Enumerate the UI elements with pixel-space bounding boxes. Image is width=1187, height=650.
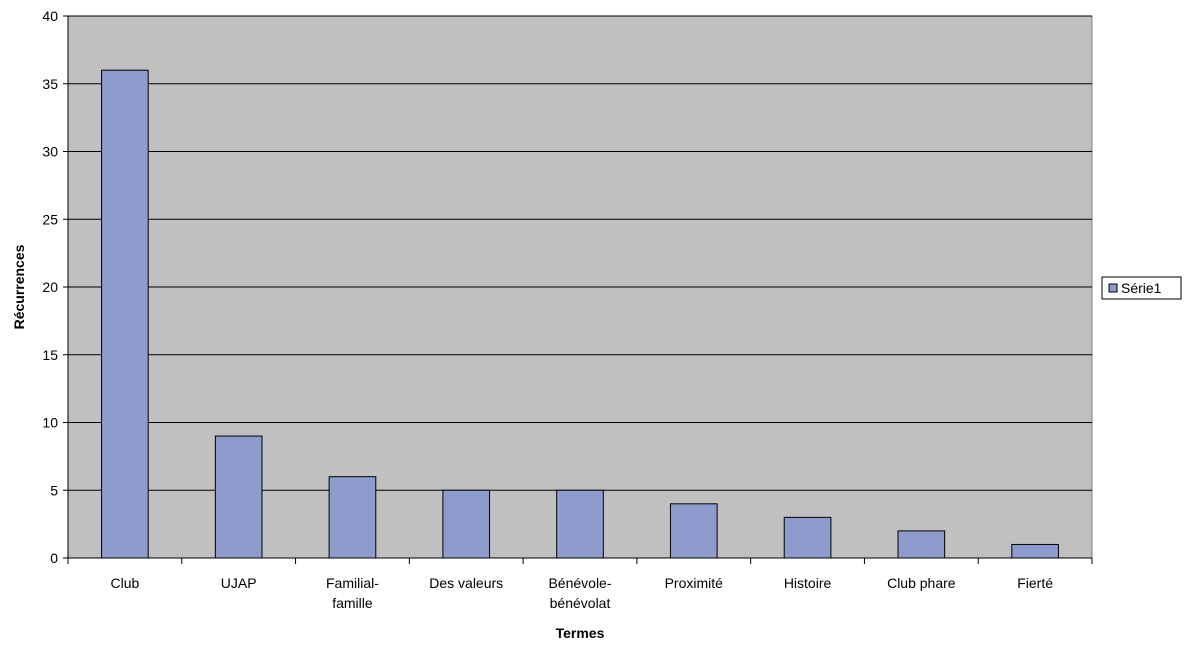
bars: [101, 69, 1059, 559]
x-tick-label: Club: [110, 575, 139, 591]
x-tick-label: Familial-: [326, 575, 379, 591]
bar: [101, 69, 149, 559]
y-tick-label: 10: [42, 415, 58, 431]
x-tick-label: Fierté: [1017, 575, 1053, 591]
y-tick-label: 20: [42, 279, 58, 295]
axes: [63, 15, 1093, 564]
bar: [328, 476, 377, 559]
x-tick-label: Des valeurs: [429, 575, 503, 591]
bar: [442, 489, 491, 559]
x-tick-label: Club phare: [887, 575, 956, 591]
legend-box: [1101, 276, 1182, 300]
bar: [214, 435, 263, 559]
x-tick-label: Proximité: [665, 575, 724, 591]
bar: [669, 503, 718, 559]
x-tick-label: Bénévole-: [548, 575, 611, 591]
y-tick-label: 30: [42, 144, 58, 160]
y-tick-label: 5: [50, 482, 58, 498]
x-tick-label: famille: [332, 595, 373, 611]
y-tick-label: 35: [42, 76, 58, 92]
y-axis-title: Récurrences: [11, 244, 27, 329]
y-tick-label: 40: [42, 8, 58, 24]
bar: [783, 516, 832, 559]
y-tick-label: 15: [42, 347, 58, 363]
y-tick-labels: 0 5 10 15 20 25 30 35 40: [42, 8, 58, 566]
legend-swatch: [1108, 283, 1118, 293]
x-tick-label: UJAP: [221, 575, 257, 591]
x-tick-label: Histoire: [784, 575, 832, 591]
y-tick-label: 0: [50, 550, 58, 566]
legend: Série1: [1101, 276, 1182, 300]
bar: [556, 489, 604, 559]
legend-label: Série1: [1121, 280, 1162, 296]
x-tick-label: bénévolat: [550, 595, 611, 611]
x-tick-labels: Club UJAP Familial-famille Des valeurs Bénév…: [110, 575, 1053, 611]
bar: [1011, 543, 1059, 559]
bar: [897, 530, 946, 559]
x-axis-title: Termes: [556, 625, 605, 641]
y-tick-label: 25: [42, 211, 58, 227]
